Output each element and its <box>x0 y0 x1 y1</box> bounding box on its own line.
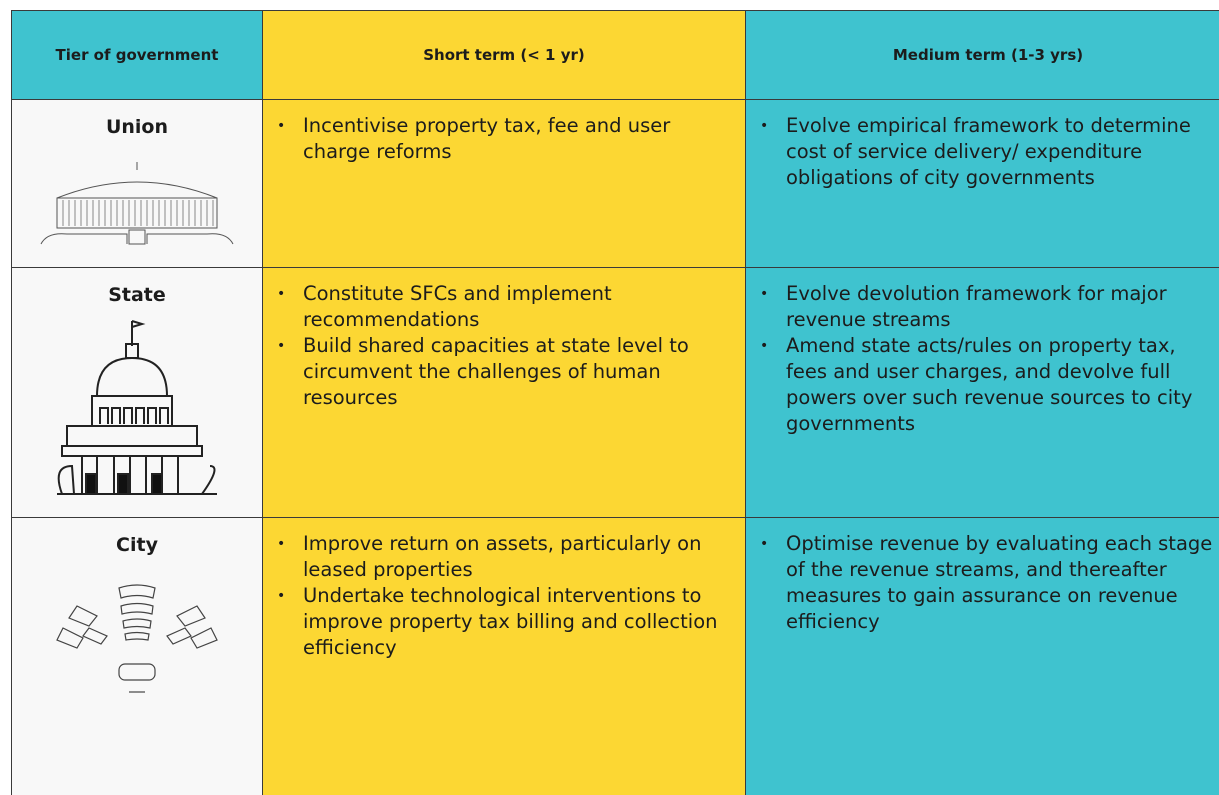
bullet-list: Evolve devolution framework for major re… <box>746 268 1219 437</box>
bullet-item: Amend state acts/rules on property tax, … <box>760 333 1219 437</box>
tier-label: City <box>116 534 158 556</box>
short-cell: Constitute SFCs and implement recommenda… <box>262 267 746 518</box>
tier-cell: Union <box>11 99 263 268</box>
bullet-item: Build shared capacities at state level t… <box>277 333 735 411</box>
row: City Improve return on assets, particula… <box>11 517 1219 795</box>
bullet-item: Improve return on assets, particularly o… <box>277 531 735 583</box>
header-row: Tier of government Short term (< 1 yr) M… <box>11 10 1219 100</box>
short-cell: Incentivise property tax, fee and user c… <box>262 99 746 268</box>
bullet-list: Improve return on assets, particularly o… <box>263 518 745 661</box>
row: State Constitute SFCs and implement reco… <box>11 267 1219 518</box>
bullet-list: Constitute SFCs and implement recommenda… <box>263 268 745 411</box>
medium-cell: Evolve devolution framework for major re… <box>745 267 1219 518</box>
union-icon <box>40 162 234 245</box>
row: Union Incentivise property tax, fee and … <box>11 99 1219 268</box>
bullet-list: Optimise revenue by evaluating each stag… <box>746 518 1219 635</box>
header-cell: Short term (< 1 yr) <box>262 10 746 100</box>
header-cell: Medium term (1-3 yrs) <box>745 10 1219 100</box>
bullet-item: Constitute SFCs and implement recommenda… <box>277 281 735 333</box>
short-cell: Improve return on assets, particularly o… <box>262 517 746 795</box>
state-icon <box>57 320 217 495</box>
tier-cell: State <box>11 267 263 518</box>
bullet-list: Incentivise property tax, fee and user c… <box>263 100 745 165</box>
bullet-list: Evolve empirical framework to determine … <box>746 100 1219 191</box>
tier-cell: City <box>11 517 263 795</box>
bullet-item: Evolve empirical framework to determine … <box>760 113 1219 191</box>
city-icon <box>56 584 218 693</box>
bullet-item: Optimise revenue by evaluating each stag… <box>760 531 1219 635</box>
medium-cell: Evolve empirical framework to determine … <box>745 99 1219 268</box>
strategy-table: Tier of government Short term (< 1 yr) M… <box>11 10 1219 795</box>
header-cell: Tier of government <box>11 10 263 100</box>
bullet-item: Undertake technological interventions to… <box>277 583 735 661</box>
bullet-item: Evolve devolution framework for major re… <box>760 281 1219 333</box>
tier-label: Union <box>105 116 169 138</box>
tier-label: State <box>108 284 166 306</box>
bullet-item: Incentivise property tax, fee and user c… <box>277 113 735 165</box>
medium-cell: Optimise revenue by evaluating each stag… <box>745 517 1219 795</box>
